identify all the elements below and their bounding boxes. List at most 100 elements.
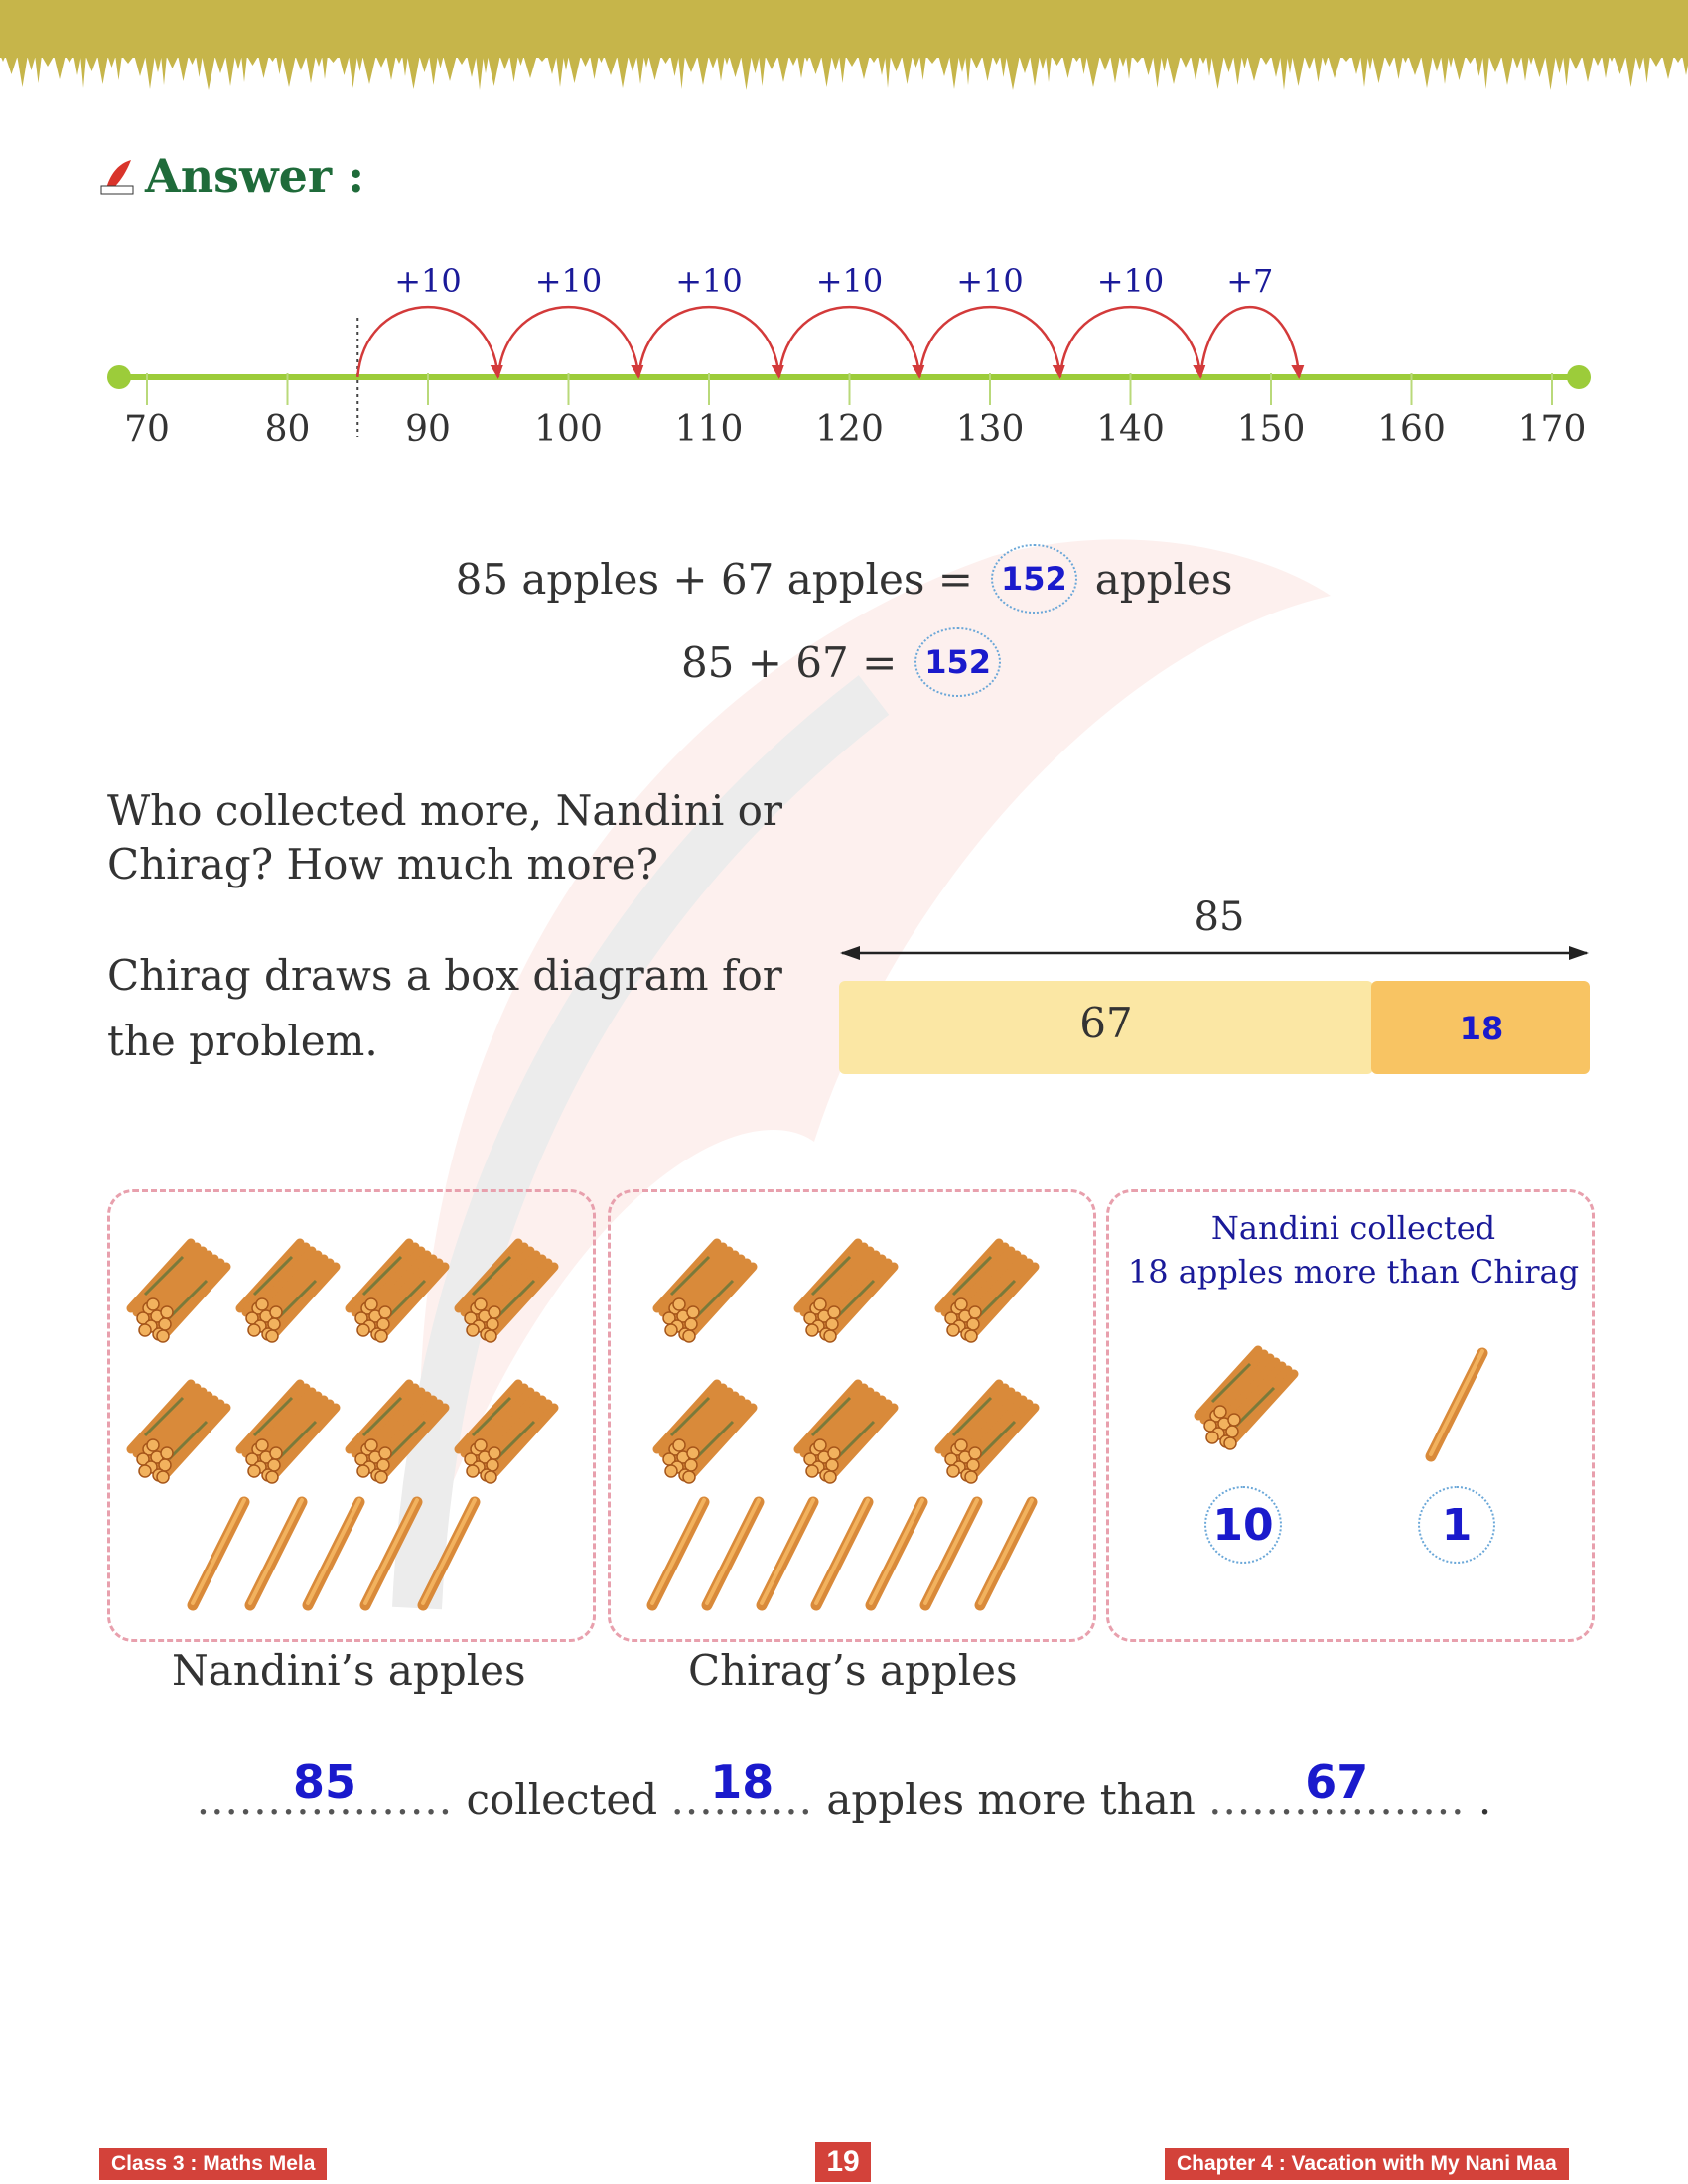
answer-heading: Answer : (99, 149, 364, 203)
ten-stick-bundle (345, 1379, 450, 1484)
footer-chapter-label: Chapter 4 : Vacation with My Nani Maa (1165, 2148, 1569, 2180)
ten-stick-bundle (934, 1379, 1040, 1484)
ten-stick-bundle (652, 1379, 758, 1484)
ten-stick-bundle (793, 1379, 899, 1484)
single-stick (974, 1496, 1038, 1611)
difference-title-line1: Nandini collected (1210, 1209, 1496, 1247)
tick-label: 90 (405, 409, 451, 450)
footer-class-label: Class 3 : Maths Mela (99, 2148, 328, 2180)
single-stick (756, 1496, 819, 1611)
jump-label: +10 (1097, 262, 1165, 300)
tick-label: 110 (675, 409, 744, 450)
difference-panel (1106, 1189, 1595, 1642)
tick-label: 170 (1518, 409, 1587, 450)
part1-label: 67 (1079, 999, 1132, 1047)
ten-stick-bundle (793, 1238, 899, 1343)
jump-arc (637, 305, 780, 378)
number-equation: 85 + 67 = 152 (0, 627, 1688, 697)
single-stick (646, 1496, 710, 1611)
sum-answer: 152 (990, 544, 1077, 614)
line-end-dot (107, 365, 131, 389)
ten-stick-bundle (934, 1238, 1040, 1343)
jump-arc (918, 305, 1061, 378)
sum-answer-2: 152 (914, 627, 1002, 697)
jump-arc (356, 305, 499, 378)
ten-stick-bundle (126, 1379, 231, 1484)
blank-2-answer: 18 (710, 1755, 774, 1809)
equation-left: 85 apples + 67 apples = (455, 554, 973, 604)
blank-1-answer: 85 (292, 1755, 356, 1809)
chirag-caption: Chirag’s apples (688, 1646, 1018, 1695)
single-stick (417, 1496, 481, 1611)
single-stick (919, 1496, 983, 1611)
page-number: 19 (815, 2142, 871, 2182)
fill-word-1: collected (466, 1775, 658, 1824)
nandini-panel (107, 1189, 596, 1642)
jump-label: +10 (816, 262, 884, 300)
jump-arrowhead (1291, 365, 1305, 379)
blank-2: .......... 18 (670, 1755, 814, 1824)
difference-title: Nandini collected 18 apples more than Ch… (1110, 1206, 1597, 1294)
blank-3-answer: 67 (1305, 1755, 1369, 1809)
single-stick (244, 1496, 308, 1611)
ten-stick-bundle (235, 1238, 341, 1343)
jump-arc (496, 305, 640, 378)
ten-stick-bundle (652, 1238, 758, 1343)
tick-label: 70 (124, 409, 170, 450)
ten-stick-bundle (235, 1379, 341, 1484)
ten-stick-bundle (454, 1379, 559, 1484)
tick-label: 130 (956, 409, 1025, 450)
ten-stick-bundle (454, 1238, 559, 1343)
fill-word-2: apples more than (826, 1775, 1196, 1824)
number-line: 70 80 90 100 110 120 130 140 150 160 170 +10 +10 +10… (107, 262, 1591, 450)
equation-unit: apples (1094, 554, 1233, 604)
tick-label: 150 (1237, 409, 1306, 450)
question-text: Who collected more, Nandini or Chirag? H… (107, 786, 782, 888)
stick-bundles (126, 1238, 1488, 1611)
equation2-left: 85 + 67 = (680, 637, 898, 687)
nandini-caption: Nandini’s apples (172, 1646, 526, 1695)
jump-label: +10 (675, 262, 743, 300)
jump-arc (777, 305, 921, 378)
tick-label: 140 (1096, 409, 1165, 450)
blank-1: .................. 85 (196, 1755, 454, 1824)
ten-stick-bundle (345, 1238, 450, 1343)
tick-label: 80 (265, 409, 311, 450)
apples-equation: 85 apples + 67 apples = 152 apples (0, 544, 1688, 614)
jump-arc (1058, 305, 1202, 378)
single-stick (701, 1496, 765, 1611)
box-part-18 (1371, 981, 1590, 1074)
total-label: 85 (1195, 894, 1245, 940)
ones-count: 1 (1418, 1486, 1495, 1564)
fill-end: . (1477, 1775, 1492, 1824)
single-stick (810, 1496, 874, 1611)
difference-title-line2: 18 apples more than Chirag (1127, 1253, 1580, 1291)
line-end-dot (1567, 365, 1591, 389)
jump-label: +7 (1226, 262, 1273, 300)
tick-label: 100 (534, 409, 603, 450)
answer-label: Answer : (145, 149, 365, 203)
jump-label: +10 (956, 262, 1024, 300)
box-part-67 (839, 981, 1373, 1074)
pen-nib-icon (100, 160, 134, 195)
ten-stick-bundle (126, 1238, 231, 1343)
jump-arc (1199, 306, 1301, 378)
fill-in-sentence: .................. 85 collected .........… (0, 1755, 1688, 1824)
box-diagram-intro: Chirag draws a box diagram for the probl… (107, 951, 782, 1065)
part2-label: 18 (1460, 1010, 1504, 1047)
single-stick (359, 1496, 423, 1611)
chirag-panel (608, 1189, 1096, 1642)
single-stick (302, 1496, 365, 1611)
grass-header-decoration (0, 0, 1688, 90)
jump-label: +10 (394, 262, 462, 300)
box-diagram: 85 67 18 (839, 894, 1590, 1074)
ten-stick-bundle (1194, 1345, 1299, 1450)
tens-count: 10 (1204, 1486, 1282, 1564)
single-stick (865, 1496, 928, 1611)
tick-label: 120 (815, 409, 884, 450)
tick-label: 160 (1377, 409, 1446, 450)
single-stick (187, 1496, 250, 1611)
watermark-logo (392, 539, 1331, 1610)
jump-label: +10 (535, 262, 603, 300)
single-stick (1425, 1347, 1488, 1462)
